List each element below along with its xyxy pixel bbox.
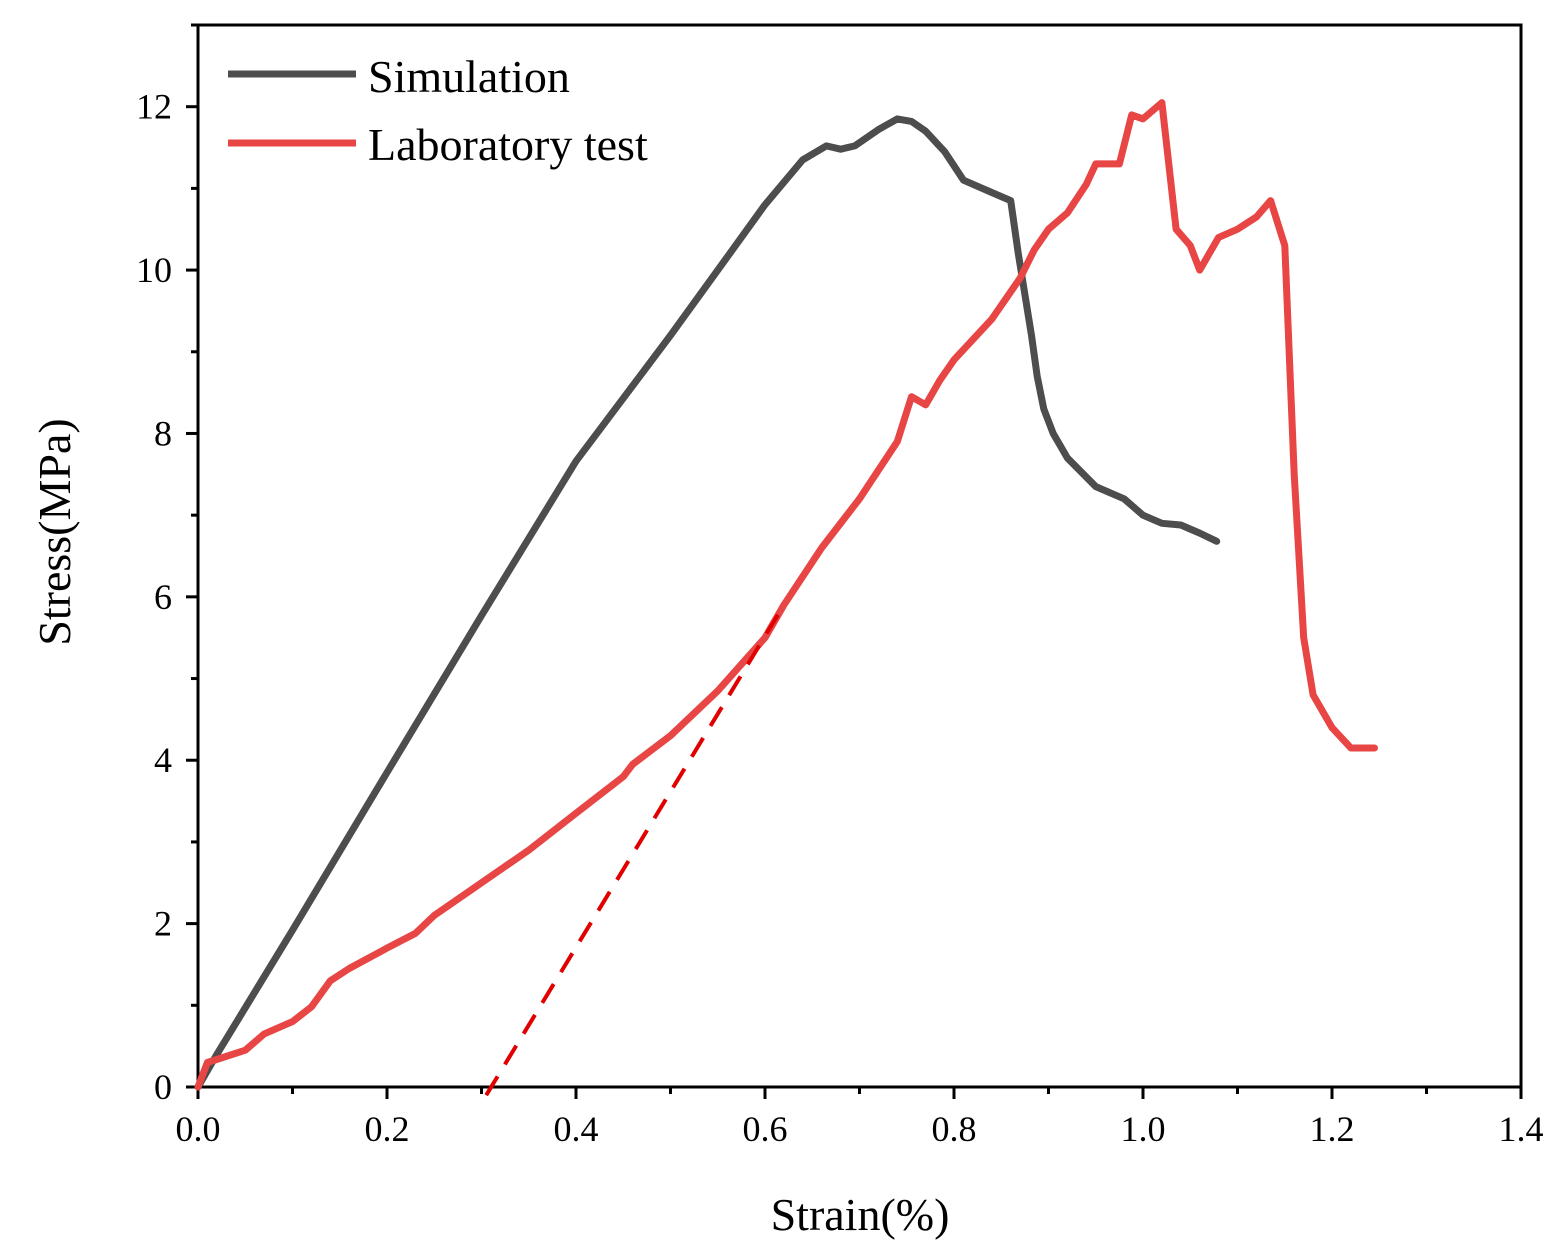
legend-label-laboratory-test: Laboratory test [368,119,648,170]
y-tick-label: 6 [154,577,172,617]
y-tick-label: 10 [136,250,172,290]
x-tick-label: 0.2 [365,1109,410,1149]
y-tick-label: 12 [136,87,172,127]
legend-label-simulation: Simulation [368,51,570,102]
x-tick-label: 0.6 [743,1109,788,1149]
x-tick-label: 0.8 [932,1109,977,1149]
x-tick-label: 0.4 [554,1109,599,1149]
x-tick-label: 1.2 [1310,1109,1355,1149]
x-tick-label: 0.0 [176,1109,221,1149]
y-axis-title: Stress(MPa) [29,418,80,645]
series-line-simulation [194,115,1221,1091]
series-line-laboratory-test [194,99,1378,1091]
legend: Simulation Laboratory test [228,51,648,170]
y-tick-label: 4 [154,740,172,780]
y-tick-label: 8 [154,413,172,453]
y-tick-label: 0 [154,1067,172,1107]
y-axis-ticks: 0 2 4 6 8 10 12 [136,23,198,1107]
x-tick-label: 1.0 [1121,1109,1166,1149]
y-tick-label: 2 [154,904,172,944]
series-layer [194,99,1378,1097]
x-tick-label: 1.4 [1499,1109,1544,1149]
series-line-offset-line [484,603,786,1097]
plot-frame [196,23,1523,1089]
x-axis-ticks: 0.0 0.2 0.4 0.6 0.8 1.0 1.2 1.4 [176,1087,1544,1149]
x-axis-title: Strain(%) [771,1189,950,1240]
